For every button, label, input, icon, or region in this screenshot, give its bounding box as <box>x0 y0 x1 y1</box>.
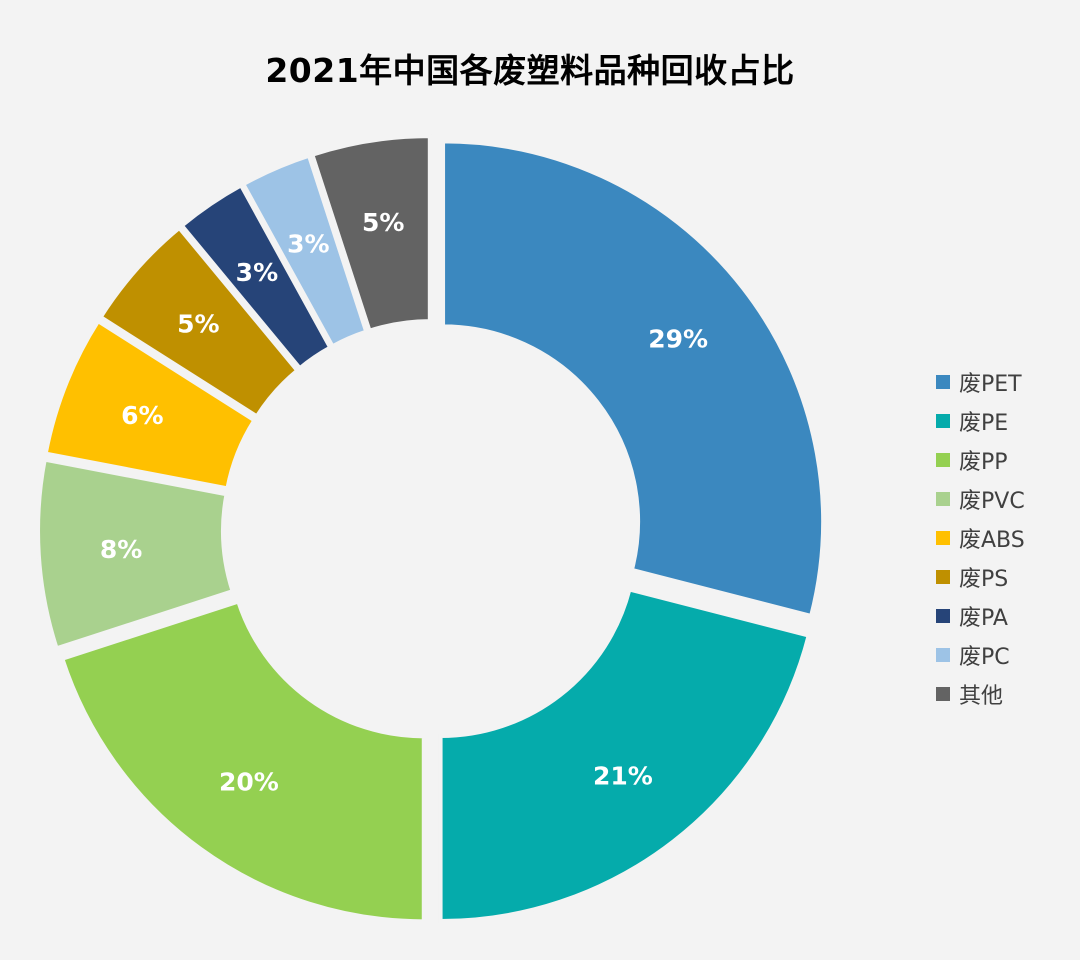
legend-label-pc: 废PC <box>959 644 1010 670</box>
data-label-other: 5% <box>362 208 404 237</box>
legend: 废PET 废PE 废PP 废PVC 废ABS 废PS 废PA 废PC 其他 <box>936 362 1076 713</box>
slice-pet <box>441 139 826 619</box>
data-label-abs: 6% <box>121 401 163 430</box>
legend-item-pvc: 废PVC <box>936 479 1076 518</box>
slice-pc <box>240 153 369 349</box>
legend-item-pet: 废PET <box>936 362 1076 401</box>
chart-title: 2021年中国各废塑料品种回收占比 <box>265 51 795 90</box>
legend-item-abs: 废ABS <box>936 518 1076 557</box>
legend-swatch-pe <box>936 413 950 428</box>
legend-item-pe: 废PE <box>936 401 1076 440</box>
slice-pp <box>59 599 426 924</box>
legend-item-pp: 废PP <box>936 440 1076 479</box>
legend-label-pet: 废PET <box>959 371 1022 397</box>
data-label-ps: 5% <box>177 310 219 339</box>
data-label-pe: 21% <box>593 762 653 791</box>
slice-pe <box>438 587 812 924</box>
legend-swatch-pet <box>936 374 950 389</box>
data-label-pa: 3% <box>236 258 278 287</box>
legend-label-pp: 废PP <box>959 449 1008 475</box>
legend-swatch-pc <box>936 647 950 662</box>
data-label-pc: 3% <box>287 230 329 259</box>
slice-pvc <box>36 457 236 651</box>
legend-item-other: 其他 <box>936 674 1076 713</box>
slice-abs <box>43 318 258 491</box>
legend-swatch-pp <box>936 452 950 467</box>
slice-ps <box>97 225 301 420</box>
data-label-pvc: 8% <box>100 535 142 564</box>
labels-group: 29% 21% 20% 8% 6% 5% 3% 3% 5% <box>100 208 708 797</box>
slices-group <box>36 134 826 924</box>
data-label-pet: 29% <box>648 325 708 354</box>
legend-item-pc: 废PC <box>936 635 1076 674</box>
legend-swatch-ps <box>936 569 950 584</box>
legend-swatch-pa <box>936 608 950 623</box>
slice-other <box>309 134 432 334</box>
legend-label-pvc: 废PVC <box>959 488 1025 514</box>
legend-label-other: 其他 <box>959 683 1004 709</box>
legend-swatch-abs <box>936 530 950 545</box>
legend-swatch-pvc <box>936 491 950 506</box>
data-label-pp: 20% <box>219 768 279 797</box>
legend-label-ps: 废PS <box>959 566 1009 592</box>
slice-pa <box>179 182 333 371</box>
legend-swatch-other <box>936 686 950 701</box>
legend-label-pe: 废PE <box>959 410 1009 436</box>
legend-label-pa: 废PA <box>959 605 1008 631</box>
legend-item-ps: 废PS <box>936 557 1076 596</box>
legend-item-pa: 废PA <box>936 596 1076 635</box>
legend-label-abs: 废ABS <box>959 527 1025 553</box>
